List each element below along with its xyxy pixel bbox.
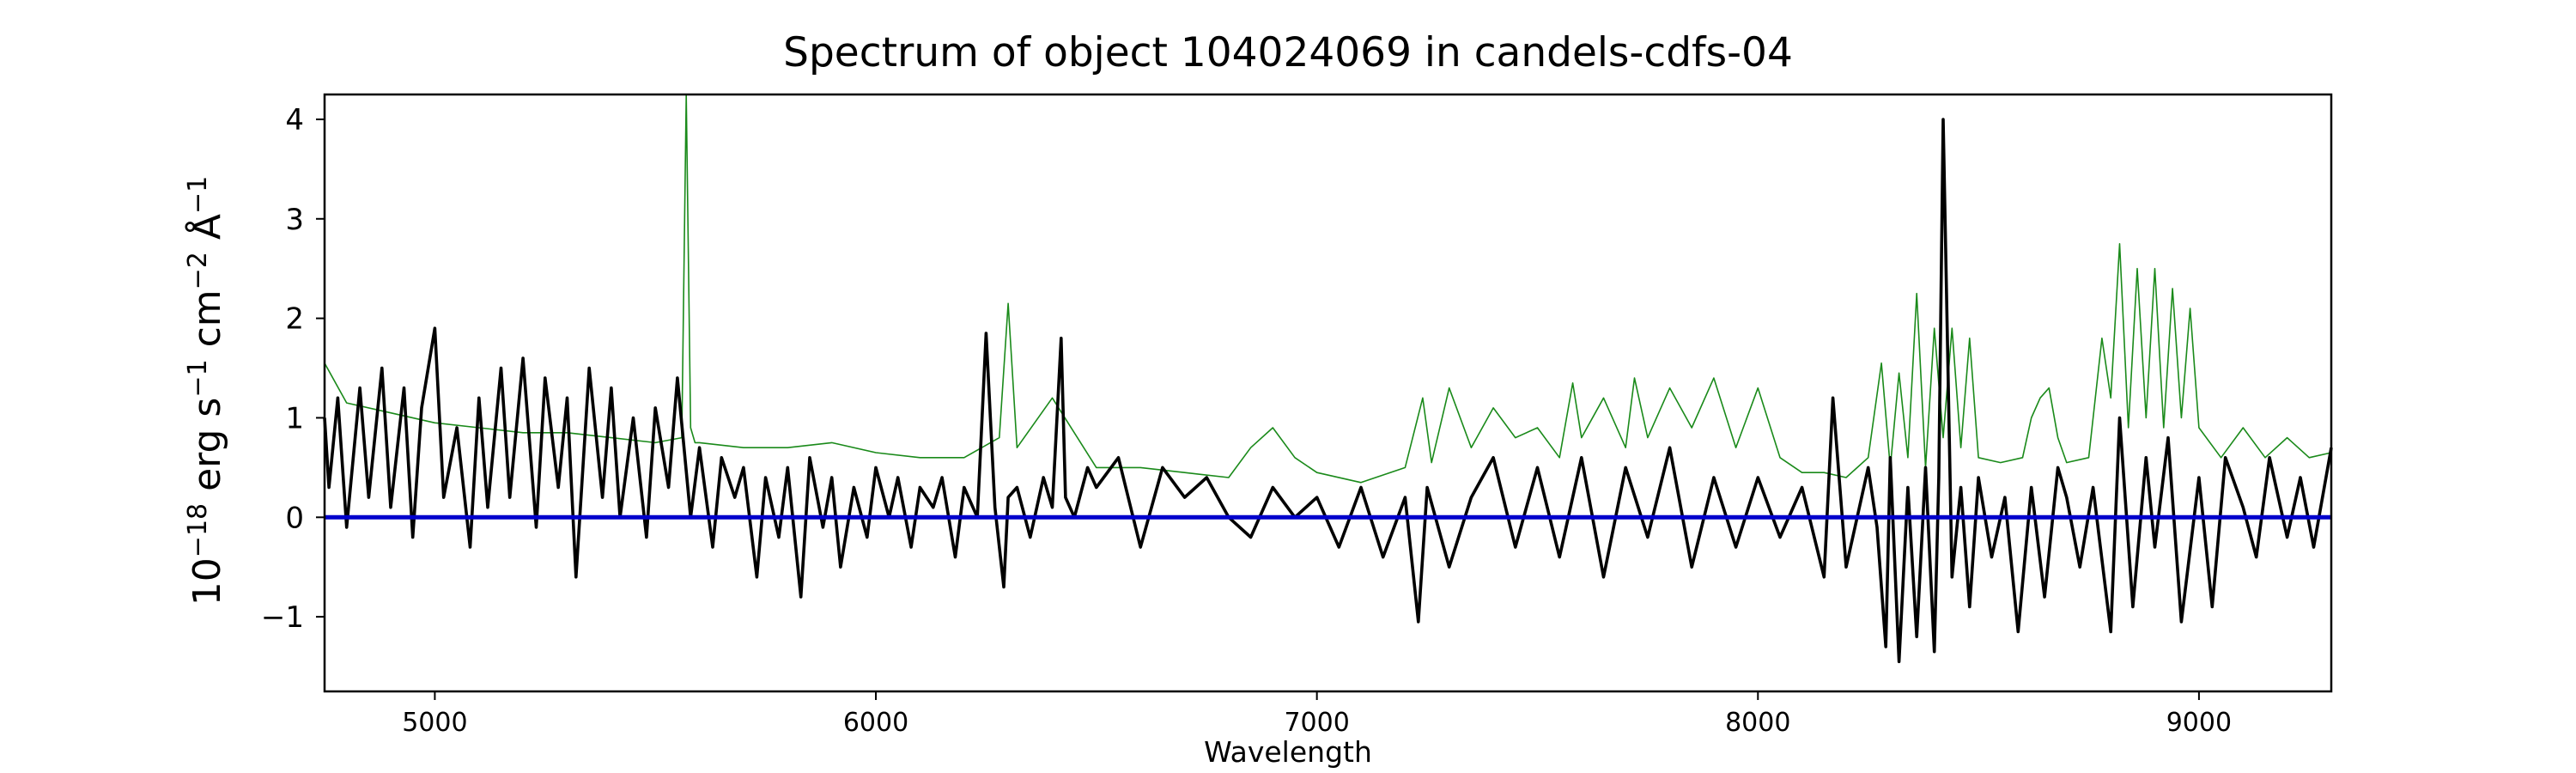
y-tick-label: −1 [261, 600, 304, 635]
x-tick-label: 7000 [1284, 708, 1349, 738]
x-tick-label: 5000 [402, 708, 467, 738]
axes-frame [323, 93, 2333, 693]
y-tick-label: 2 [285, 302, 304, 337]
y-tick-label: 3 [285, 203, 304, 237]
x-tick-label: 6000 [843, 708, 908, 738]
series-flux-line [323, 118, 2333, 664]
series-error-line [324, 94, 2332, 484]
x-axis-label: Wavelength [1204, 735, 1372, 769]
y-tick-label: 0 [285, 501, 304, 535]
y-axis-label: 10−18 erg s−1 cm−2 Å−1 [183, 175, 229, 606]
x-tick-label: 8000 [1725, 708, 1790, 738]
y-tick-label: 4 [285, 103, 304, 137]
chart-title: Spectrum of object 104024069 in candels-… [783, 29, 1793, 76]
x-tick-label: 9000 [2166, 708, 2232, 738]
y-tick-label: 1 [285, 401, 304, 435]
